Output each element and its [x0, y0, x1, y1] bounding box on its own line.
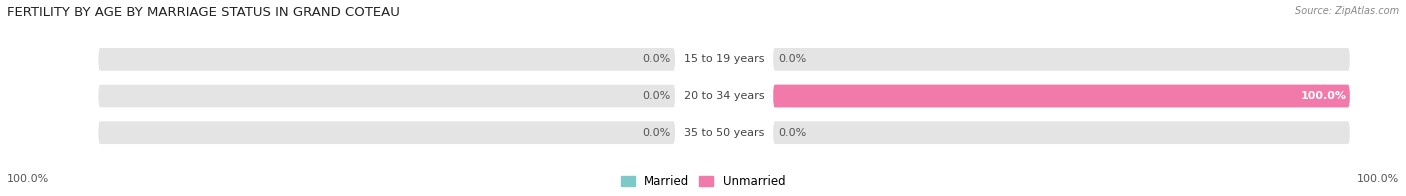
FancyBboxPatch shape	[98, 48, 675, 71]
FancyBboxPatch shape	[773, 85, 1350, 107]
Text: 0.0%: 0.0%	[778, 54, 806, 64]
Text: 15 to 19 years: 15 to 19 years	[683, 54, 765, 64]
FancyBboxPatch shape	[98, 85, 675, 107]
FancyBboxPatch shape	[675, 85, 773, 107]
Text: 0.0%: 0.0%	[778, 128, 806, 138]
Text: 0.0%: 0.0%	[643, 91, 671, 101]
Text: 100.0%: 100.0%	[1301, 91, 1347, 101]
FancyBboxPatch shape	[98, 121, 675, 144]
FancyBboxPatch shape	[675, 48, 773, 71]
FancyBboxPatch shape	[675, 121, 773, 144]
Legend: Married, Unmarried: Married, Unmarried	[620, 175, 786, 188]
Text: 35 to 50 years: 35 to 50 years	[683, 128, 765, 138]
FancyBboxPatch shape	[773, 85, 1350, 107]
Text: 100.0%: 100.0%	[7, 174, 49, 184]
Text: Source: ZipAtlas.com: Source: ZipAtlas.com	[1295, 6, 1399, 16]
Text: 20 to 34 years: 20 to 34 years	[683, 91, 765, 101]
Text: 100.0%: 100.0%	[1357, 174, 1399, 184]
FancyBboxPatch shape	[773, 48, 1350, 71]
Text: 0.0%: 0.0%	[643, 54, 671, 64]
Text: 0.0%: 0.0%	[643, 128, 671, 138]
Text: FERTILITY BY AGE BY MARRIAGE STATUS IN GRAND COTEAU: FERTILITY BY AGE BY MARRIAGE STATUS IN G…	[7, 6, 399, 19]
FancyBboxPatch shape	[773, 121, 1350, 144]
